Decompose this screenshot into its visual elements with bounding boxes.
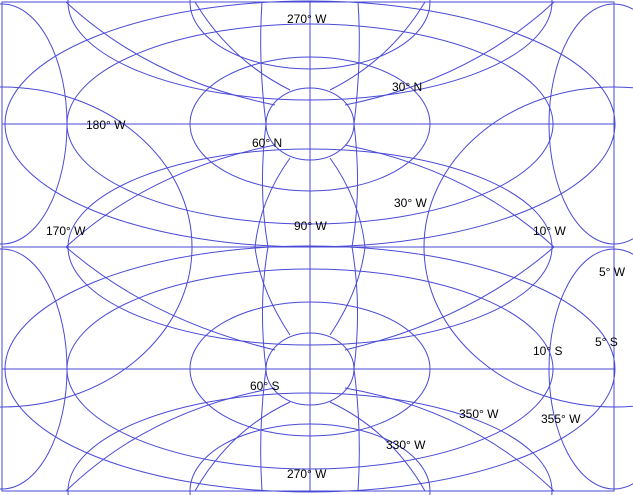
label-lat-10s: 10° S bbox=[533, 344, 562, 358]
label-lon-270-top: 270° W bbox=[287, 12, 327, 26]
label-lat-5s: 5° S bbox=[595, 335, 618, 349]
label-lon-330: 330° W bbox=[386, 438, 426, 452]
label-lon-180: 180° W bbox=[86, 118, 126, 132]
label-lon-10: 10° W bbox=[533, 224, 566, 238]
label-lon-270-bottom: 270° W bbox=[287, 467, 327, 481]
label-lon-355: 355° W bbox=[541, 412, 581, 426]
label-lat-60n: 60° N bbox=[252, 136, 282, 150]
label-lon-350: 350° W bbox=[459, 407, 499, 421]
edge-ellipses bbox=[67, 0, 553, 495]
side-lobes bbox=[0, 3, 633, 490]
label-lon-90: 90° W bbox=[294, 219, 327, 233]
label-lat-60s: 60° S bbox=[250, 379, 279, 393]
map-labels: 270° W 30° N 180° W 60° N 30° W 170° W 9… bbox=[46, 12, 626, 481]
label-lon-30: 30° W bbox=[394, 196, 427, 210]
label-lon-170: 170° W bbox=[46, 224, 86, 238]
label-lon-5: 5° W bbox=[599, 265, 626, 279]
meridian-arcs bbox=[65, 1, 555, 492]
label-lat-30n: 30° N bbox=[392, 80, 422, 94]
